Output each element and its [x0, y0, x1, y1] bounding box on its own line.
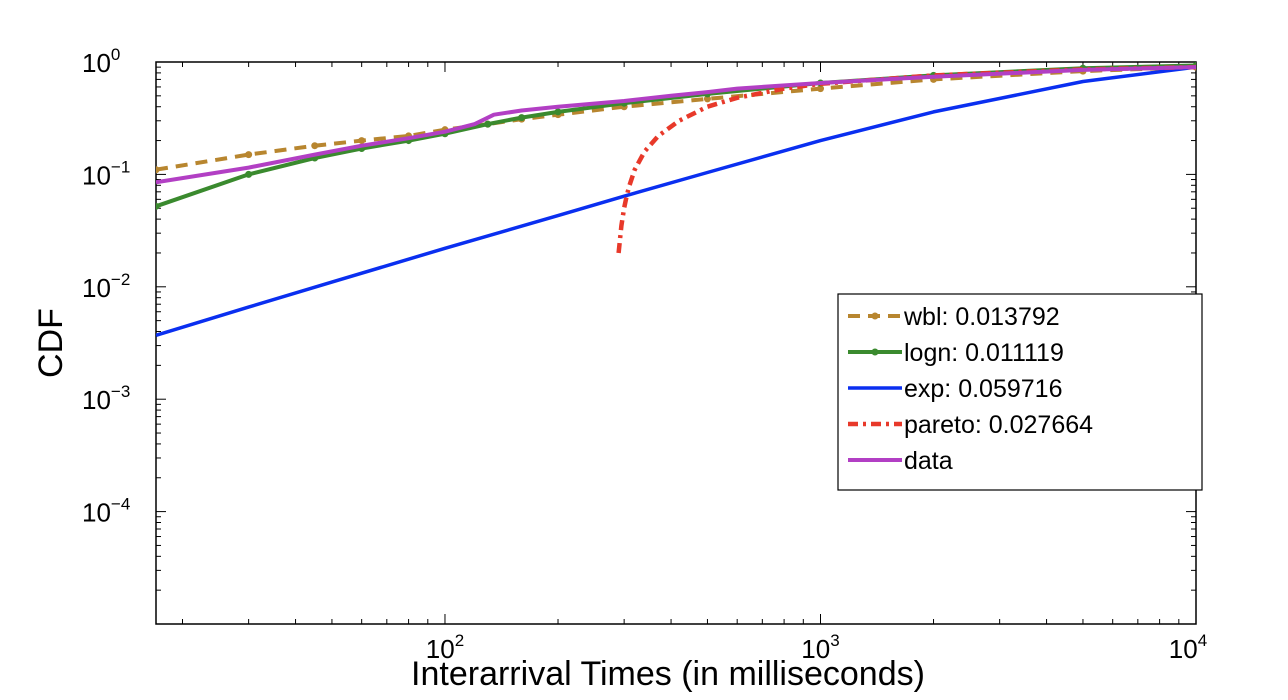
- series-point-0: [156, 166, 160, 174]
- legend: wbl: 0.013792 logn: 0.011119 exp: 0.059716…: [837, 293, 1203, 491]
- series-point-0: [245, 151, 253, 159]
- legend-label: data: [904, 447, 953, 475]
- series-point-1: [554, 108, 562, 116]
- x-tick-label: 104: [1169, 631, 1207, 664]
- series-group: [156, 62, 1196, 337]
- series-point-0: [311, 142, 319, 150]
- legend-label: wbl: 0.013792: [903, 303, 1060, 331]
- x-axis-label: Interarrival Times (in milliseconds): [411, 655, 925, 693]
- y-tick-label: 10−1: [82, 157, 130, 190]
- series-point-1: [156, 202, 160, 210]
- y-tick-label: 10−3: [82, 382, 130, 415]
- series-point-0: [816, 85, 824, 93]
- axis-ticks: 102 103 104 100 10−1 10−2 10−3 10−4: [82, 45, 1207, 664]
- legend-swatch-marker: [871, 348, 879, 356]
- series-line-4: [156, 65, 1196, 185]
- y-axis-label: CDF: [32, 308, 70, 378]
- series-line-3: [616, 64, 1196, 254]
- x-tick-label: 103: [801, 631, 839, 664]
- series-line-2: [156, 65, 1196, 337]
- y-tick-label: 10−2: [82, 270, 130, 303]
- legend-swatch-marker: [871, 312, 879, 320]
- y-tick-label: 10−4: [82, 495, 130, 528]
- legend-label: exp: 0.059716: [904, 375, 1062, 403]
- series-point-1: [518, 114, 526, 122]
- series-line-1: [156, 63, 1196, 209]
- series-point-1: [484, 120, 492, 128]
- y-tick-label: 100: [82, 45, 120, 78]
- series-point-0: [358, 137, 366, 145]
- legend-label: pareto: 0.027664: [904, 411, 1093, 439]
- legend-box: [837, 293, 1203, 491]
- series-point-0: [703, 95, 711, 103]
- series-point-1: [245, 170, 253, 178]
- x-tick-label: 102: [426, 631, 464, 664]
- legend-label: logn: 0.011119: [904, 339, 1064, 367]
